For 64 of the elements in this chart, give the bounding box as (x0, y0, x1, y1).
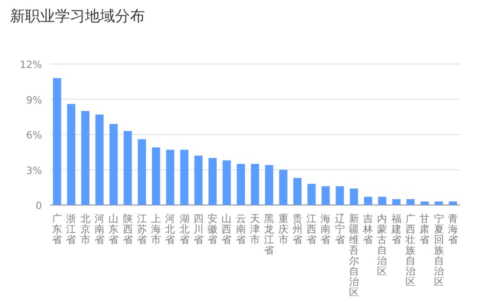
bar (420, 201, 429, 205)
bar (250, 164, 260, 205)
bar (236, 164, 245, 205)
x-tick-label: 江苏省 (136, 213, 147, 246)
x-tick-label: 河北省 (165, 213, 176, 246)
bar (392, 199, 400, 205)
x-tick-label: 福建省 (390, 213, 402, 246)
bar (208, 158, 217, 205)
bar (180, 150, 188, 205)
bar (52, 78, 62, 205)
x-tick-label: 黑龙江省 (264, 214, 274, 256)
bar (222, 160, 231, 205)
y-tick-label: 0 (36, 201, 42, 212)
bar (336, 186, 344, 205)
x-tick-label: 天津市 (250, 214, 260, 246)
x-tick-label: 吉林省 (362, 213, 374, 246)
y-tick-label: 9% (26, 95, 42, 106)
x-tick-label: 上海市 (151, 213, 162, 246)
bar (350, 188, 358, 205)
x-tick-label: 山西省 (222, 213, 232, 246)
bar (279, 170, 288, 205)
x-tick-label: 云南省 (236, 214, 246, 246)
bar (194, 156, 203, 205)
x-tick-label: 宁夏回族自治区 (434, 213, 444, 288)
x-tick-label: 广东省 (52, 213, 62, 246)
x-tick-label: 河南省 (94, 213, 104, 246)
x-tick-label: 湖北省 (179, 213, 190, 246)
x-tick-label: 安徽省 (208, 213, 218, 246)
bar (124, 130, 132, 205)
bar (364, 196, 372, 205)
x-tick-label: 贵州省 (292, 213, 302, 246)
bar (307, 184, 316, 205)
x-tick-label: 北京市 (80, 213, 90, 246)
bar (265, 165, 274, 205)
x-tick-label: 重庆市 (278, 213, 288, 246)
y-tick-label: 3% (26, 166, 42, 177)
x-tick-label: 四川省 (193, 214, 204, 246)
x-tick-label: 江西省 (306, 213, 317, 246)
bar (152, 147, 160, 205)
x-tick-label: 海南省 (320, 213, 331, 246)
x-tick-label: 甘肃省 (420, 213, 430, 246)
x-tick-label: 陕西省 (122, 213, 133, 246)
bar (67, 104, 76, 205)
x-tick-label: 青海省 (448, 213, 458, 246)
y-tick-label: 12% (20, 60, 42, 71)
x-tick-label: 辽宁省 (334, 213, 345, 246)
x-tick-label: 山东省 (108, 213, 119, 246)
bar (322, 186, 330, 205)
bar (448, 201, 458, 205)
bar (138, 139, 146, 205)
bar (166, 150, 174, 205)
x-tick-label: 广西壮族自治区 (404, 213, 416, 288)
bar (81, 111, 90, 205)
bar (406, 199, 415, 205)
x-tick-label: 新疆维吾尔自治区 (348, 213, 359, 298)
x-tick-label: 内蒙古自治区 (377, 213, 388, 278)
bar (434, 201, 443, 205)
bar (378, 196, 386, 205)
y-tick-label: 6% (26, 130, 42, 142)
bar (110, 124, 118, 205)
bar (95, 114, 104, 205)
x-tick-label: 浙江省 (66, 213, 76, 246)
bar (293, 178, 302, 205)
chart-title: 新职业学习地域分布 (10, 7, 145, 25)
